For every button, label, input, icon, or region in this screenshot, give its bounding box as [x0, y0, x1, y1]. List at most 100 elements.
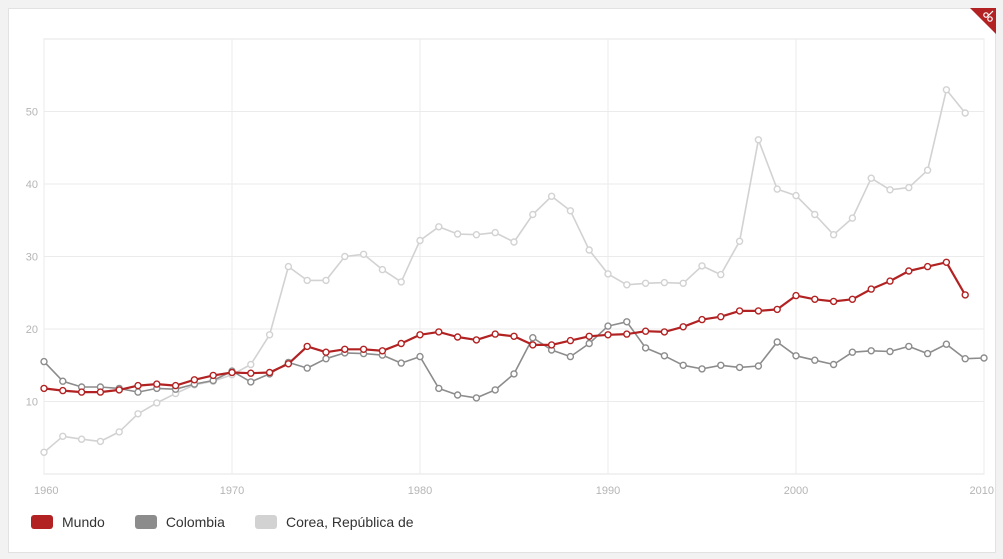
data-point-corea: [77, 435, 86, 443]
data-point-corea: [641, 279, 650, 287]
data-point-corea: [585, 246, 593, 254]
data-point-mundo: [754, 307, 763, 315]
data-point-corea: [247, 360, 255, 369]
data-point-colombia: [923, 349, 932, 358]
grid: [43, 38, 985, 475]
data-point-mundo: [886, 277, 894, 285]
legend-swatch-mundo: [31, 515, 53, 529]
data-point-colombia: [453, 391, 462, 399]
axes: 10 20 30 40 50 1960 1970 1980 1990 2000 2010: [26, 107, 994, 498]
data-point-corea: [773, 185, 781, 193]
data-point-corea: [529, 210, 537, 219]
y-tick-label: 40: [26, 179, 38, 191]
data-point-mundo: [905, 267, 913, 275]
data-point-mundo: [397, 339, 405, 348]
data-point-corea: [961, 109, 969, 117]
data-point-colombia: [660, 352, 669, 360]
data-point-corea: [717, 270, 725, 279]
scissors-icon[interactable]: [970, 8, 996, 34]
data-point-mundo: [134, 381, 142, 390]
data-point-corea: [303, 276, 311, 285]
data-point-colombia: [867, 347, 875, 355]
data-point-mundo: [228, 368, 236, 377]
data-point-mundo: [829, 297, 838, 306]
data-point-mundo: [322, 348, 330, 356]
data-point-mundo: [698, 315, 706, 324]
series-line-corea: [43, 89, 966, 453]
data-point-colombia: [905, 342, 913, 351]
data-point-mundo: [153, 380, 161, 388]
data-point-mundo: [416, 331, 424, 339]
data-point-corea: [698, 262, 706, 270]
data-point-colombia: [529, 334, 537, 342]
data-point-colombia: [397, 359, 405, 367]
data-point-mundo: [265, 368, 274, 377]
data-point-mundo: [435, 328, 443, 336]
y-tick-label: 30: [26, 252, 38, 264]
x-tick-label: 1990: [596, 485, 620, 497]
data-point-mundo: [209, 371, 217, 380]
data-point-mundo: [641, 327, 650, 335]
data-point-corea: [623, 281, 631, 289]
data-point-mundo: [679, 323, 687, 331]
data-point-mundo: [773, 305, 781, 314]
data-point-colombia: [679, 361, 687, 369]
data-point-mundo: [848, 295, 857, 303]
data-point-mundo: [717, 313, 725, 321]
data-point-corea: [284, 262, 293, 271]
data-point-colombia: [773, 338, 781, 346]
data-point-colombia: [623, 318, 631, 326]
data-point-corea: [829, 230, 838, 239]
data-point-colombia: [754, 362, 763, 370]
data-point-mundo: [472, 336, 481, 344]
data-point-colombia: [585, 339, 593, 348]
y-tick-label: 50: [26, 107, 38, 119]
data-point-corea: [604, 270, 612, 278]
data-point-colombia: [566, 352, 575, 361]
data-point-corea: [378, 265, 387, 274]
data-point-colombia: [735, 363, 744, 372]
legend-item-corea[interactable]: Corea, República de: [254, 514, 414, 530]
data-point-corea: [942, 86, 951, 94]
data-point-colombia: [322, 355, 330, 363]
legend-swatch-colombia: [134, 515, 157, 529]
legend-item-colombia[interactable]: Colombia: [134, 514, 225, 530]
data-point-mundo: [359, 345, 368, 353]
data-point-corea: [848, 214, 857, 222]
data-point-mundo: [247, 369, 255, 377]
legend-swatch-corea: [254, 515, 277, 529]
data-point-mundo: [923, 262, 932, 271]
data-point-corea: [660, 278, 669, 287]
data-point-colombia: [134, 388, 142, 396]
data-point-corea: [59, 432, 67, 440]
data-point-mundo: [284, 360, 293, 368]
data-point-corea: [923, 166, 932, 174]
data-point-colombia: [942, 340, 951, 348]
data-point-corea: [811, 210, 819, 219]
data-point-colombia: [641, 344, 650, 352]
data-point-corea: [867, 174, 875, 182]
x-tick-label: 1970: [220, 485, 244, 497]
chart-legend: Mundo Colombia Corea, República de: [31, 514, 444, 530]
data-point-colombia: [792, 352, 800, 360]
x-tick-label: 1960: [34, 485, 58, 497]
data-point-corea: [547, 192, 556, 201]
data-point-mundo: [40, 384, 48, 393]
data-point-corea: [792, 191, 800, 200]
data-point-colombia: [848, 348, 857, 356]
x-tick-label: 2010: [970, 485, 994, 497]
data-point-colombia: [886, 347, 894, 356]
data-point-corea: [359, 250, 368, 259]
data-point-mundo: [585, 332, 593, 340]
legend-item-mundo[interactable]: Mundo: [31, 514, 105, 530]
data-point-colombia: [604, 322, 612, 330]
data-point-corea: [341, 252, 349, 261]
line-chart: 10 20 30 40 50 1960 1970 1980 1990 2000 2010: [26, 38, 994, 498]
data-point-colombia: [698, 365, 706, 373]
data-point-mundo: [961, 291, 969, 299]
series-corea: [40, 86, 969, 456]
data-point-mundo: [96, 388, 105, 396]
data-point-mundo: [303, 342, 311, 351]
data-point-colombia: [247, 378, 255, 386]
data-point-corea: [416, 236, 424, 245]
